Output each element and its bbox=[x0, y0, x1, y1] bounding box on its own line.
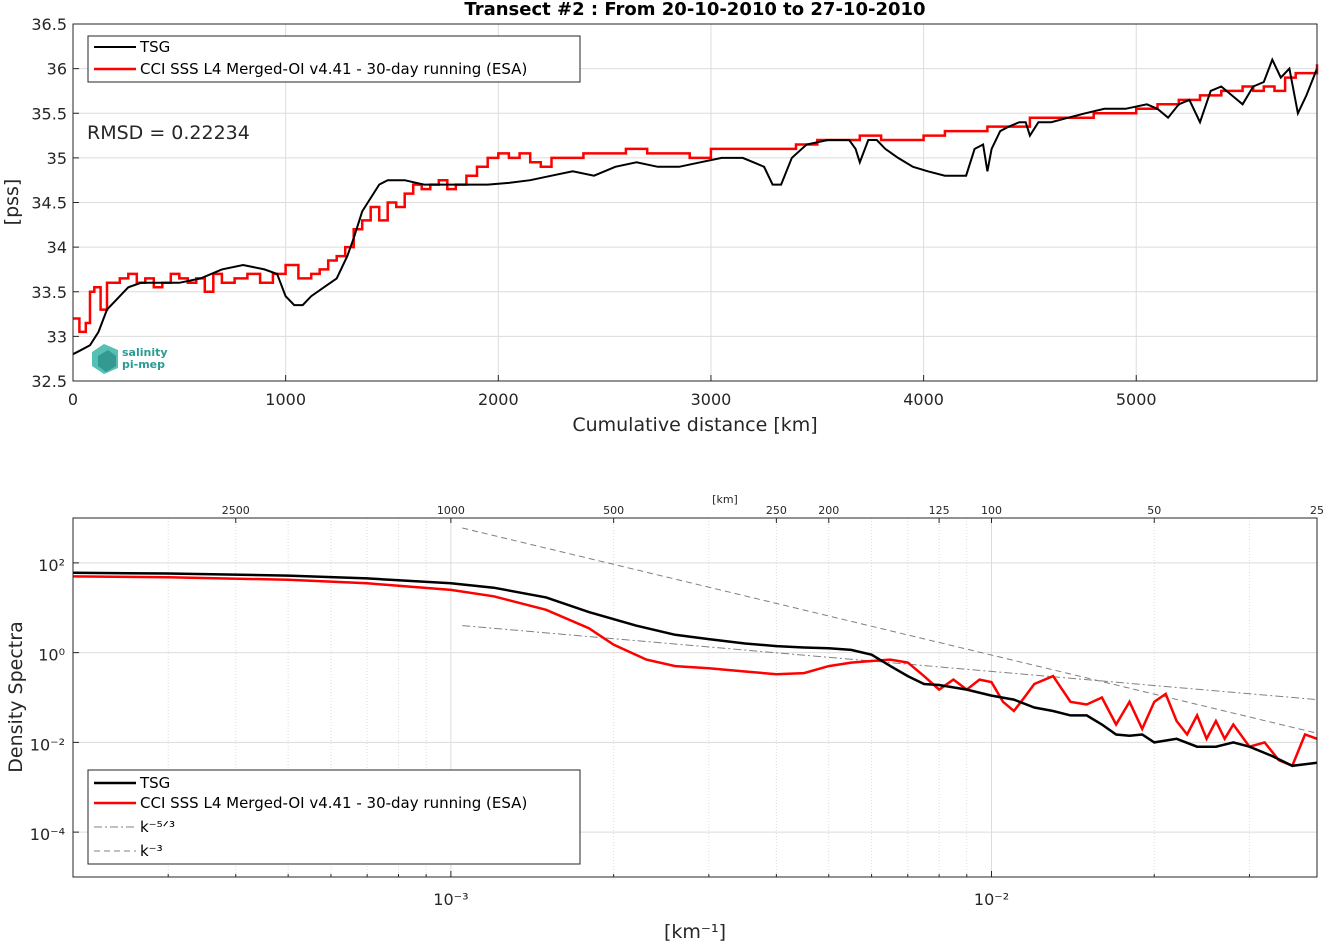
y-tick-label: 33 bbox=[47, 327, 67, 346]
y-tick-label: 34.5 bbox=[31, 194, 67, 213]
series-line-k-3 bbox=[462, 527, 1318, 734]
y-tick-label: 10⁻² bbox=[30, 735, 65, 754]
series-line-cci bbox=[73, 64, 1319, 334]
top-series bbox=[72, 57, 1319, 356]
x-tick-label: 3000 bbox=[691, 390, 732, 409]
top-tick-label: 200 bbox=[818, 504, 839, 517]
bottom-axes-box bbox=[72, 517, 1318, 878]
y-tick-label: 36 bbox=[47, 60, 67, 79]
y-tick-label: 35 bbox=[47, 149, 67, 168]
y-tick-label: 10⁰ bbox=[38, 646, 65, 665]
logo-mark-inner bbox=[98, 350, 116, 372]
bottom-ticks: 10⁻³ 10⁻² 10⁻⁴ 10⁻² 10⁰ 10² 2500 1000 500 250 200 1… bbox=[30, 504, 1324, 909]
chart-title: Transect #2 : From 20-10-2010 to 27-10-2… bbox=[464, 0, 925, 20]
top-tick-label: 2500 bbox=[222, 504, 250, 517]
series-line-tsg-spectrum bbox=[72, 571, 1318, 768]
legend-label-k-5-3: k⁻⁵ᐟ³ bbox=[140, 818, 175, 836]
spectra-chart: 10⁻³ 10⁻² 10⁻⁴ 10⁻² 10⁰ 10² 2500 1000 500 250 200 1… bbox=[5, 493, 1324, 942]
x-tick-label: 0 bbox=[68, 390, 78, 409]
bottom-y-axis-label: Density Spectra bbox=[5, 621, 27, 772]
series-line-cci-spectrum bbox=[72, 575, 1318, 768]
top-ticks: 0 1000 2000 3000 4000 5000 32.5 33 33.5 34 34.5 35 3… bbox=[31, 15, 1156, 409]
legend-label-tsg: TSG bbox=[139, 38, 170, 56]
legend-label-k-3: k⁻³ bbox=[140, 842, 163, 860]
top-tick-label: 250 bbox=[766, 504, 787, 517]
top-tick-label: 50 bbox=[1147, 504, 1161, 517]
bottom-series bbox=[72, 527, 1318, 768]
y-axis-label: [pss] bbox=[1, 179, 23, 226]
x-tick-label: 5000 bbox=[1116, 390, 1157, 409]
legend-label-tsg-spectrum: TSG bbox=[139, 774, 170, 792]
top-legend-box bbox=[87, 35, 581, 83]
salinity-chart: Transect #2 : From 20-10-2010 to 27-10-2… bbox=[1, 0, 1319, 436]
y-tick-label: 36.5 bbox=[31, 15, 67, 34]
y-tick-label: 10² bbox=[38, 556, 65, 575]
logo-line1: salinity bbox=[122, 346, 168, 359]
legend-label-cci-spectrum: CCI SSS L4 Merged-OI v4.41 - 30-day runn… bbox=[140, 794, 527, 812]
x-tick-label: 1000 bbox=[265, 390, 306, 409]
series-line-tsg bbox=[72, 57, 1318, 356]
bottom-x-axis-label: [km⁻¹] bbox=[664, 921, 726, 942]
y-tick-label: 34 bbox=[47, 238, 67, 257]
x-tick-label: 10⁻² bbox=[974, 890, 1009, 909]
top-tick-label: 125 bbox=[929, 504, 950, 517]
top-legend: TSG CCI SSS L4 Merged-OI v4.41 - 30-day … bbox=[87, 35, 581, 83]
top-tick-label: 1000 bbox=[437, 504, 465, 517]
rmsd-annotation: RMSD = 0.22234 bbox=[87, 122, 250, 144]
logo-line2: pi-mep bbox=[122, 358, 165, 371]
salinity-pi-mep-logo: salinity pi-mep bbox=[92, 344, 168, 374]
top-tick-label: 500 bbox=[603, 504, 624, 517]
x-tick-label: 2000 bbox=[478, 390, 519, 409]
y-tick-label: 32.5 bbox=[31, 372, 67, 391]
bottom-legend-box bbox=[87, 769, 581, 865]
x-tick-label: 10⁻³ bbox=[433, 890, 468, 909]
y-tick-label: 10⁻⁴ bbox=[30, 825, 65, 844]
top-tick-label: 100 bbox=[981, 504, 1002, 517]
x-tick-label: 4000 bbox=[903, 390, 944, 409]
top-tick-label: 25 bbox=[1310, 504, 1324, 517]
bottom-legend: TSG CCI SSS L4 Merged-OI v4.41 - 30-day … bbox=[87, 769, 581, 865]
top-axis-label: [km] bbox=[712, 493, 738, 506]
x-axis-label: Cumulative distance [km] bbox=[572, 414, 817, 436]
y-tick-label: 33.5 bbox=[31, 283, 67, 302]
series-line-k-5-3 bbox=[462, 625, 1318, 701]
y-tick-label: 35.5 bbox=[31, 104, 67, 123]
legend-label-cci: CCI SSS L4 Merged-OI v4.41 - 30-day runn… bbox=[140, 60, 527, 78]
